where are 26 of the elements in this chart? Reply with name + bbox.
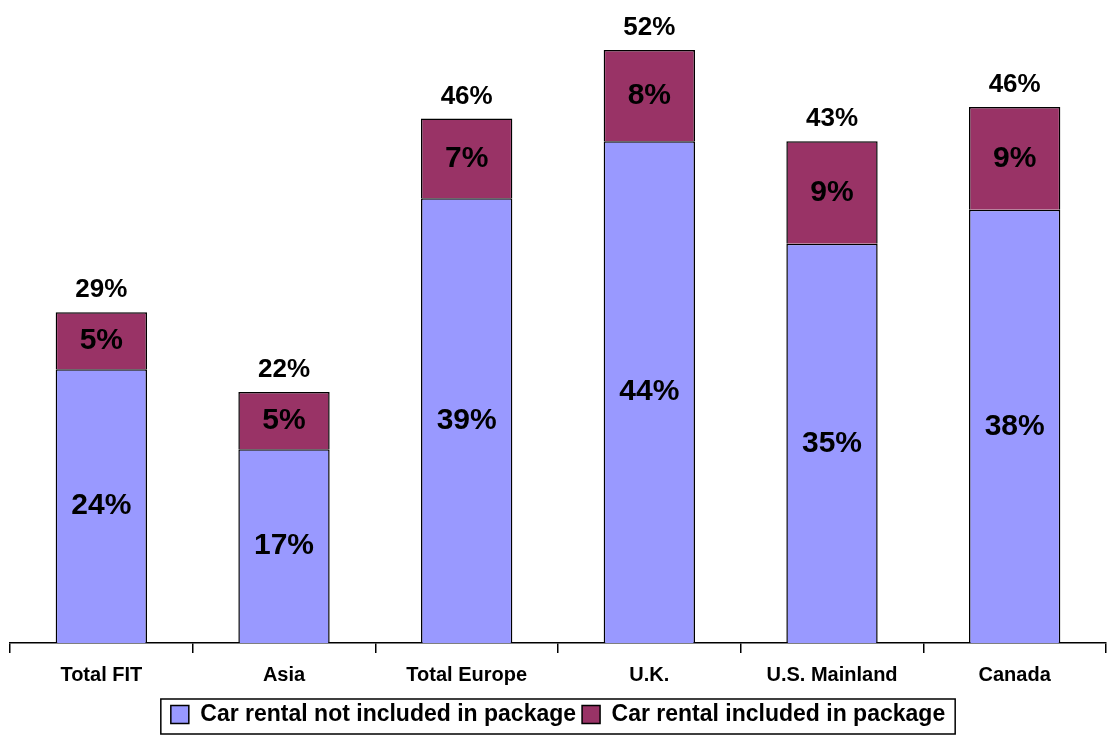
- total-label: 29%: [75, 273, 128, 304]
- data-label: 24%: [71, 487, 132, 521]
- data-label: 38%: [984, 407, 1045, 441]
- total-label: 46%: [440, 79, 493, 110]
- data-label: 44%: [619, 373, 680, 407]
- legend-label: Car rental included in package: [611, 699, 946, 726]
- data-label: 5%: [262, 401, 306, 435]
- data-label: 9%: [992, 139, 1037, 173]
- x-tick-label: Canada: [978, 662, 1052, 685]
- data-label: 9%: [810, 173, 854, 207]
- x-tick-label: U.S. Mainland: [766, 662, 898, 685]
- data-label: 17%: [253, 527, 315, 561]
- data-label: 8%: [627, 76, 672, 110]
- data-label: 5%: [79, 322, 124, 356]
- legend-label: Car rental not included in package: [200, 699, 577, 726]
- total-label: 43%: [805, 102, 859, 133]
- data-label: 35%: [801, 424, 863, 458]
- data-label: 7%: [444, 139, 489, 173]
- total-label: 46%: [988, 68, 1041, 99]
- total-label: 22%: [257, 353, 311, 384]
- x-tick-label: Total Europe: [406, 662, 528, 685]
- x-tick-label: Asia: [262, 662, 306, 685]
- x-tick-label: Total FIT: [60, 662, 143, 685]
- data-label: 39%: [436, 401, 497, 435]
- x-tick-label: U.K.: [629, 662, 670, 685]
- total-label: 52%: [623, 11, 676, 42]
